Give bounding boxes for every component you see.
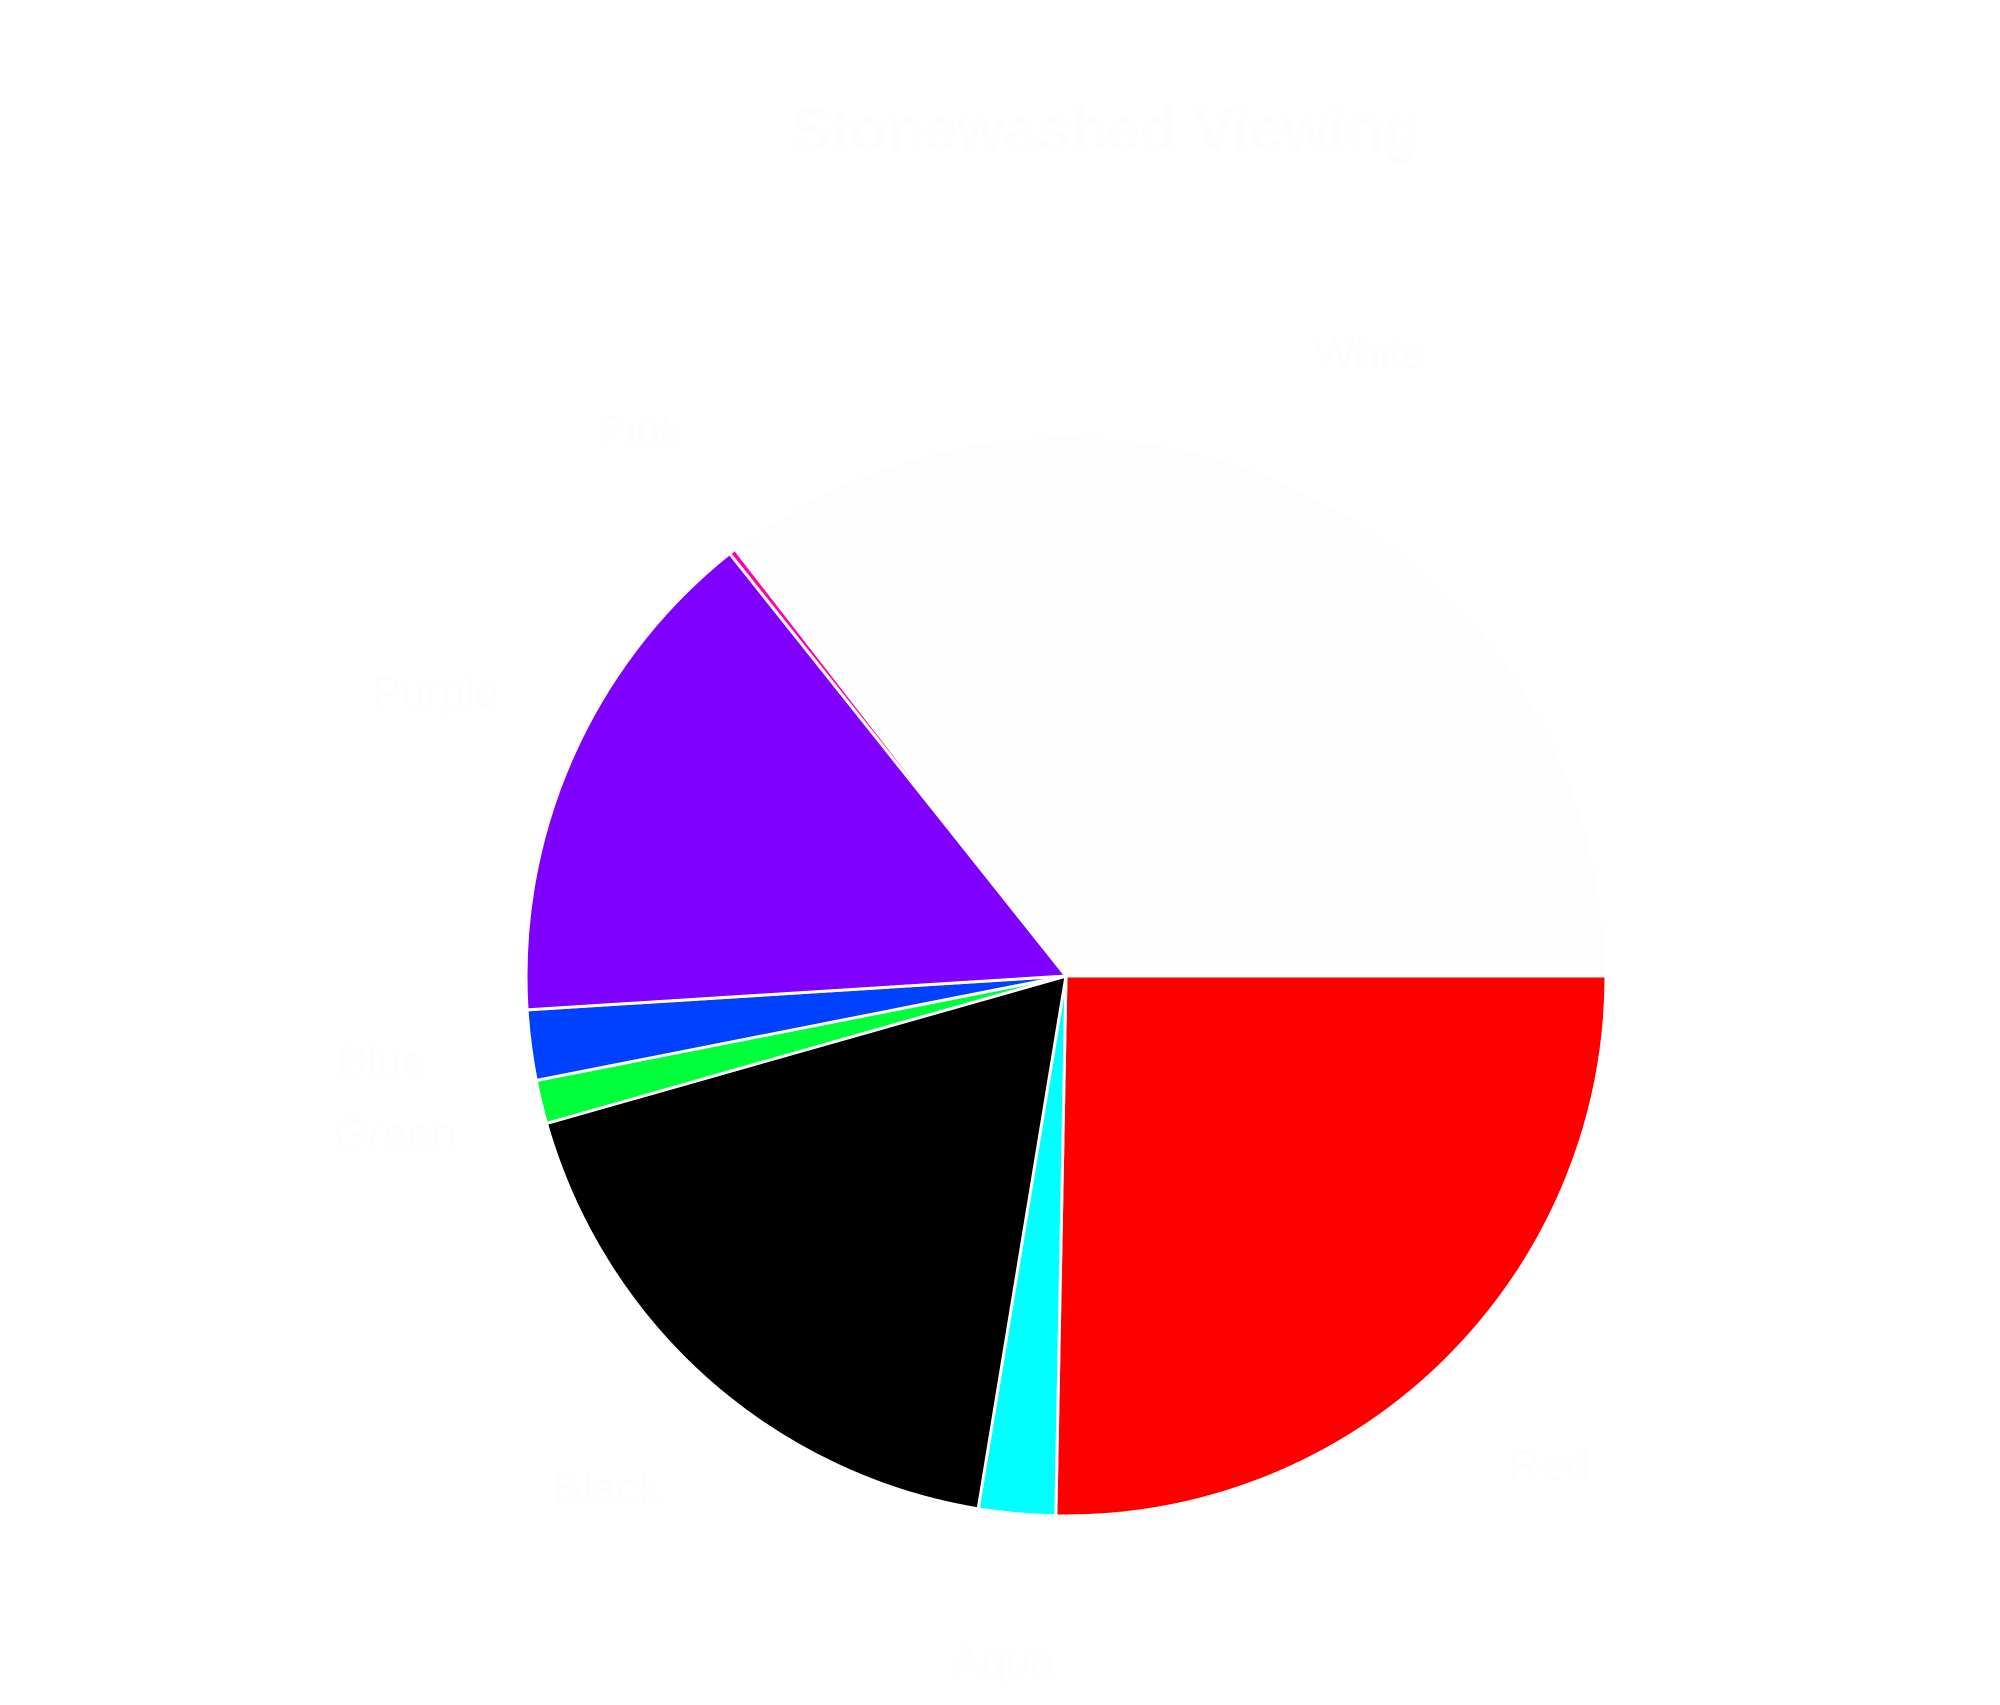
pie-slice-black — [544, 973, 1068, 1511]
slice-label-pink: Pink — [597, 406, 684, 455]
slice-label-blue: Blue — [338, 1037, 426, 1086]
slice-label-aqua: Aqua — [952, 1636, 1055, 1685]
slice-label-black: Black — [553, 1463, 662, 1512]
slice-label-red: Red — [1509, 1441, 1590, 1490]
slices — [524, 434, 1608, 1518]
pie-slice-red — [1054, 974, 1608, 1518]
slice-label-purple: Purple — [372, 669, 499, 718]
slice-label-green: Green — [334, 1110, 456, 1159]
pie-slice-purple — [524, 551, 1069, 1012]
pie-slice-white — [732, 434, 1608, 978]
chart-title: Stonewashed Viewing — [790, 96, 1420, 163]
slice-labels: Red Aqua Black Green Blue Purple Pink White — [334, 329, 1590, 1685]
slice-label-white: White — [1313, 329, 1425, 378]
